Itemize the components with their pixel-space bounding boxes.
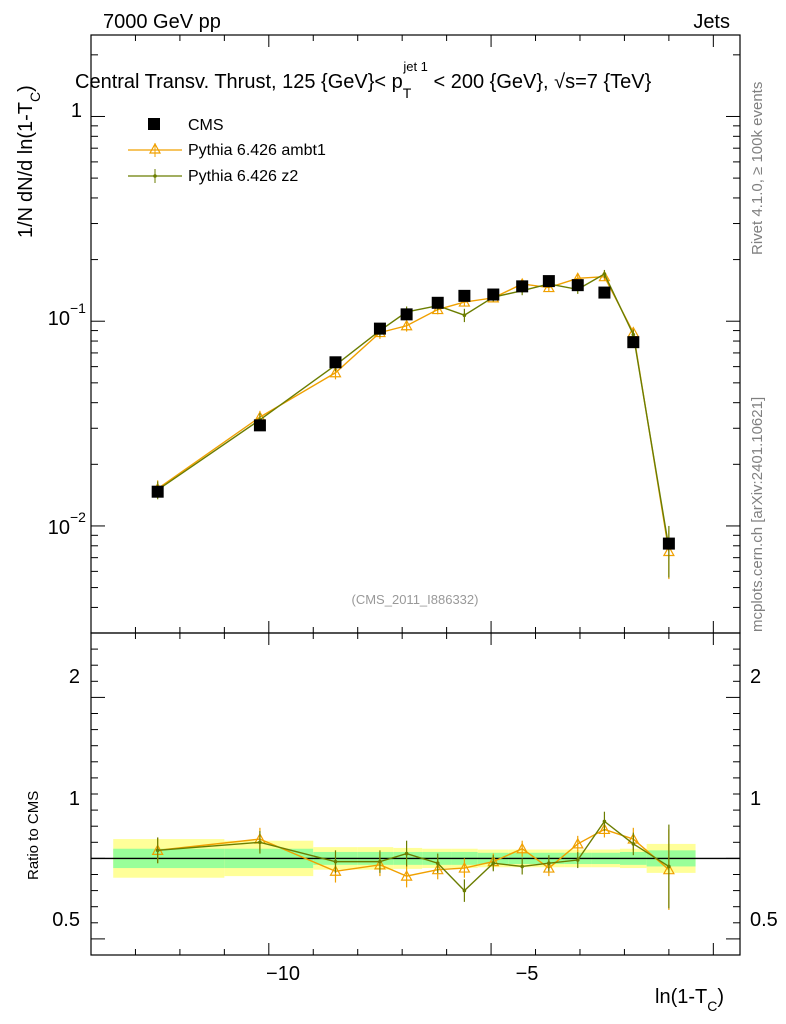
y-tick-label-0p01-exp: −2 (70, 509, 86, 525)
ratio-series-1-point-6 (458, 861, 471, 873)
y-tick-label-0p1: 10 (48, 308, 70, 330)
y-tick-label-0p01: 10 (48, 517, 70, 539)
axis-ticks (90, 35, 740, 955)
ratio-plot-frame (90, 632, 741, 956)
x-tick-label-m5: −5 (516, 963, 539, 985)
y-axis-label-main: dN/d ln(1-TC) (15, 85, 43, 202)
ratio-series-1-point-11 (598, 823, 611, 835)
ratio-tick-2-left: 2 (69, 666, 80, 688)
y-axis-label-prefix: 1/N (15, 207, 37, 238)
series-2-point-11 (602, 272, 607, 276)
series-1-point-5 (431, 303, 444, 315)
ratio-tick-1-right: 1 (750, 788, 761, 810)
ratio-series-2-point-8 (520, 864, 524, 869)
cms-point-10 (571, 279, 584, 292)
legend-label-cms: CMS (188, 117, 224, 134)
series-2-point-12 (631, 332, 636, 337)
cms-point-1 (253, 419, 266, 432)
analysis-watermark: (CMS_2011_I886332) (352, 592, 479, 607)
ratio-series-2-point-6 (462, 888, 467, 893)
series-2-point-6 (462, 313, 467, 317)
cms-point-5 (431, 296, 444, 309)
series-1-point-2 (329, 366, 342, 378)
ratio-series-2-point-3 (378, 859, 382, 864)
cms-point-11 (598, 286, 611, 299)
cms-point-9 (542, 275, 555, 288)
rivet-label: Rivet 4.1.0, ≥ 100k events (749, 82, 766, 255)
ratio-tick-0p5-left: 0.5 (52, 909, 80, 931)
ratio-series-2-point-11 (602, 819, 607, 824)
ratio-series-2-point-9 (547, 861, 551, 866)
ratio-series-2-point-0 (155, 848, 160, 853)
cms-point-3 (373, 322, 386, 335)
legend: CMS Pythia 6.426 ambt1 Pythia 6.426 z2 (128, 117, 326, 185)
ratio-series-2-point-7 (491, 861, 496, 866)
mcplots-label: mcplots.cern.ch [arXiv:2401.10621] (749, 397, 766, 632)
ratio-series-2-point-2 (333, 859, 338, 864)
ratio-tick-1-left: 1 (69, 788, 80, 810)
ratio-series-2-point-5 (435, 861, 440, 866)
y-axis-label-ratio: Ratio to CMS (25, 791, 42, 880)
ratio-tick-2-right: 2 (750, 666, 761, 688)
legend-label-ambt1: Pythia 6.426 ambt1 (188, 142, 326, 159)
series-layer (151, 269, 675, 580)
ratio-series-1-point-2 (329, 865, 342, 876)
series-1-point-4 (400, 319, 413, 331)
ratio-series-1-point-4 (400, 869, 413, 881)
y-tick-label-0p1-exp: −1 (70, 300, 86, 316)
ratio-series-2-point-13 (667, 864, 671, 869)
legend-marker-cms (148, 118, 160, 130)
ratio-series-2-point-4 (404, 851, 409, 856)
ratio-series-2-point-1 (258, 840, 262, 845)
ratio-series-1-point-8 (516, 842, 529, 854)
ratio-series-1-point-9 (542, 861, 555, 873)
cms-point-4 (400, 308, 413, 321)
cms-point-0 (151, 485, 164, 498)
series-line-1 (157, 275, 670, 552)
ratio-tick-0p5-right: 0.5 (750, 909, 778, 931)
x-axis-label: ln(1-TC) (655, 986, 724, 1014)
cms-point-6 (458, 289, 471, 302)
ratio-series-1-point-10 (571, 837, 584, 849)
series-line-2 (157, 273, 670, 549)
cms-point-8 (516, 280, 529, 293)
cms-point-12 (627, 336, 640, 349)
legend-label-z2: Pythia 6.426 z2 (188, 168, 298, 185)
cms-point-2 (329, 356, 342, 369)
plot-title: Central Transv. Thrust, 125 {GeV}< pTjet… (75, 59, 652, 101)
ratio-series-layer (151, 811, 675, 910)
cms-point-13 (662, 537, 675, 550)
ratio-series-2-point-12 (631, 842, 636, 846)
cms-point-7 (487, 288, 500, 301)
ratio-series-2-point-10 (575, 858, 580, 862)
y-tick-label-1: 1 (71, 100, 82, 122)
x-tick-label-m10: −10 (266, 963, 300, 985)
header-right: Jets (693, 11, 730, 33)
ratio-series-1-point-5 (431, 863, 444, 875)
ratio-line-series-2 (157, 820, 670, 892)
header-left: 7000 GeV pp (103, 11, 221, 33)
